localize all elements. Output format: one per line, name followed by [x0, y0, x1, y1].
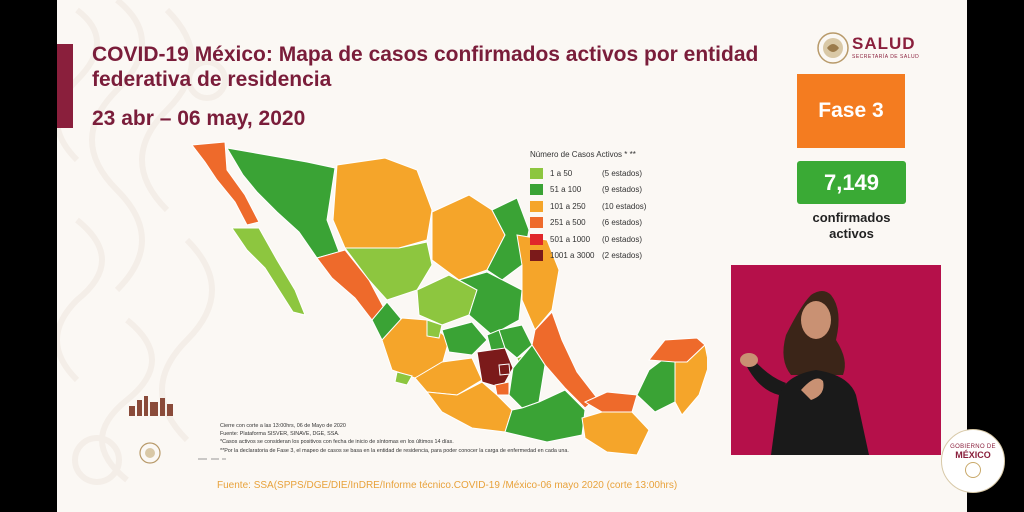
phase-badge: Fase 3: [797, 74, 905, 148]
state-baja-california: [191, 141, 260, 226]
gobierno-de-mexico-logo: GOBIERNO DE MÉXICO: [941, 429, 1005, 493]
gobierno-logo-main: MÉXICO: [955, 450, 991, 460]
state-tamaulipas: [516, 234, 560, 331]
legend-range: 251 a 500: [550, 218, 586, 228]
legend-swatch: [530, 233, 543, 245]
map-legend: Número de Casos Activos * ** 1 a 50 (5 e…: [530, 150, 646, 264]
map-notes: Cierre con corte a las 13:00hrs, 06 de M…: [220, 422, 700, 455]
state-colima: [394, 371, 413, 386]
state-aguascalientes: [426, 319, 443, 339]
legend-swatch: [530, 184, 543, 196]
state-quintana-roo: [674, 344, 707, 416]
sign-language-interpreter-video: [731, 265, 941, 455]
legend-item: 1001 a 3000 (2 estados): [530, 248, 646, 265]
legend-range: 501 a 1000: [550, 234, 591, 244]
state-estado-de-mexico: [476, 347, 514, 389]
legend-count: (6 estados): [602, 218, 643, 228]
state-baja-california-sur: [231, 227, 306, 316]
salud-logo-subtitle: SECRETARÍA DE SALUD: [852, 54, 920, 60]
eagle-emblem-icon: [965, 462, 981, 478]
decorative-dash: [198, 458, 226, 460]
legend-swatch: [530, 217, 543, 229]
salud-logo-text: SALUD: [852, 34, 916, 53]
state-san-luis-potosi: [457, 271, 523, 336]
legend-range: 1 a 50: [550, 168, 573, 178]
slide-title: COVID-19 México: Mapa de casos confirmad…: [92, 43, 759, 91]
state-tabasco: [583, 391, 638, 413]
legend-swatch: [530, 167, 543, 179]
state-hidalgo: [498, 324, 533, 359]
state-cdmx: [498, 363, 511, 376]
state-oaxaca: [504, 389, 586, 443]
legend-swatch: [530, 250, 543, 262]
legend-item: 101 a 250 (10 estados): [530, 198, 646, 215]
legend-title: Número de Casos Activos * **: [530, 150, 636, 159]
gobierno-logo-top: GOBIERNO DE: [950, 444, 996, 450]
interpreter-figure: [740, 291, 869, 455]
legend-item: 1 a 50 (5 estados): [530, 165, 646, 182]
state-nuevo-leon: [486, 197, 530, 281]
title-accent-bar: [57, 44, 73, 128]
mexico-states-map: [191, 141, 707, 456]
government-seal-icon: [139, 442, 161, 464]
salud-logo: [817, 32, 849, 64]
note-line: *Casos activos se consideran los positiv…: [220, 439, 454, 446]
legend-range: 51 a 100: [550, 185, 582, 195]
active-cases-count: 7,149: [797, 161, 906, 204]
active-cases-label: confirmados activos: [812, 210, 891, 241]
legend-item: 501 a 1000 (0 estados): [530, 231, 646, 248]
presentation-slide: COVID-19 México: Mapa de casos confirmad…: [57, 0, 967, 512]
monuments-illustration: [129, 396, 173, 416]
state-chihuahua: [332, 157, 433, 253]
background-pattern: [57, 0, 228, 485]
legend-item: 251 a 500 (6 estados): [530, 215, 646, 232]
state-chiapas: [581, 411, 650, 456]
legend-count: (5 estados): [602, 168, 643, 178]
source-footer: Fuente: SSA(SPPS/DGE/DIE/InDRE/Informe t…: [217, 480, 678, 491]
legend-count: (10 estados): [602, 201, 647, 211]
state-guanajuato: [441, 321, 488, 356]
legend-count: (0 estados): [602, 234, 643, 244]
note-line: Cierre con corte a las 13:00hrs, 06 de M…: [220, 423, 346, 429]
legend-range: 101 a 250: [550, 201, 586, 211]
legend-range: 1001 a 3000: [550, 251, 595, 261]
legend-count: (2 estados): [602, 251, 643, 261]
state-campeche: [636, 357, 676, 413]
date-range: 23 abr – 06 may, 2020: [92, 107, 306, 130]
note-line: Fuente: Plataforma SISVER, SINAVE, DGE, …: [220, 431, 340, 438]
state-durango: [344, 241, 433, 301]
legend-count: (9 estados): [602, 185, 643, 195]
legend-swatch: [530, 200, 543, 212]
legend-item: 51 a 100 (9 estados): [530, 182, 646, 199]
note-line: **Por la declaratoria de Fase 3, el mape…: [220, 447, 569, 454]
